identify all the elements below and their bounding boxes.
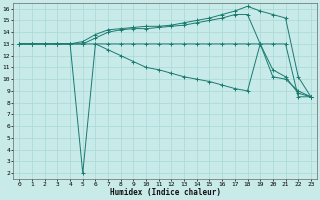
X-axis label: Humidex (Indice chaleur): Humidex (Indice chaleur): [110, 188, 220, 197]
